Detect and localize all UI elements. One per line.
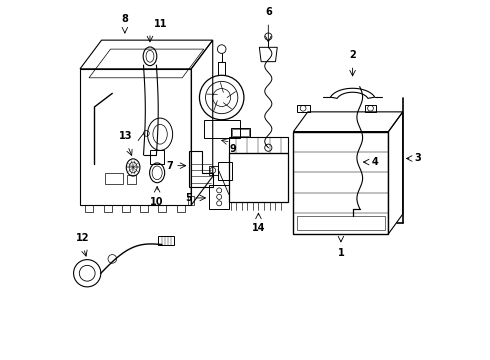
- Text: 3: 3: [414, 153, 421, 163]
- Text: 11: 11: [154, 19, 168, 30]
- Bar: [297, 105, 310, 112]
- Bar: [105, 173, 123, 184]
- Bar: [140, 205, 148, 212]
- Bar: [158, 235, 174, 244]
- Bar: [85, 205, 93, 212]
- Bar: [209, 185, 229, 209]
- Bar: [150, 149, 164, 164]
- Bar: [122, 205, 130, 212]
- Bar: [297, 216, 385, 230]
- Bar: [177, 205, 185, 212]
- Text: 14: 14: [252, 223, 265, 233]
- Text: 2: 2: [349, 50, 356, 60]
- Bar: [229, 153, 288, 202]
- Bar: [365, 105, 376, 112]
- Bar: [229, 137, 288, 153]
- Text: 1: 1: [338, 248, 344, 258]
- Bar: [126, 175, 136, 184]
- Bar: [204, 120, 240, 138]
- Text: 13: 13: [119, 131, 133, 140]
- Bar: [231, 128, 250, 137]
- Bar: [188, 196, 194, 205]
- Bar: [218, 162, 232, 180]
- Bar: [232, 130, 248, 136]
- Text: 4: 4: [371, 157, 378, 167]
- Text: 5: 5: [185, 193, 192, 203]
- Text: 12: 12: [76, 233, 90, 243]
- Bar: [209, 166, 218, 175]
- Bar: [104, 205, 112, 212]
- Text: 9: 9: [229, 144, 236, 154]
- Text: 7: 7: [166, 161, 173, 171]
- Text: 6: 6: [265, 7, 271, 17]
- Text: 8: 8: [122, 14, 128, 24]
- Bar: [294, 132, 389, 234]
- Bar: [158, 205, 166, 212]
- Text: 10: 10: [150, 197, 164, 207]
